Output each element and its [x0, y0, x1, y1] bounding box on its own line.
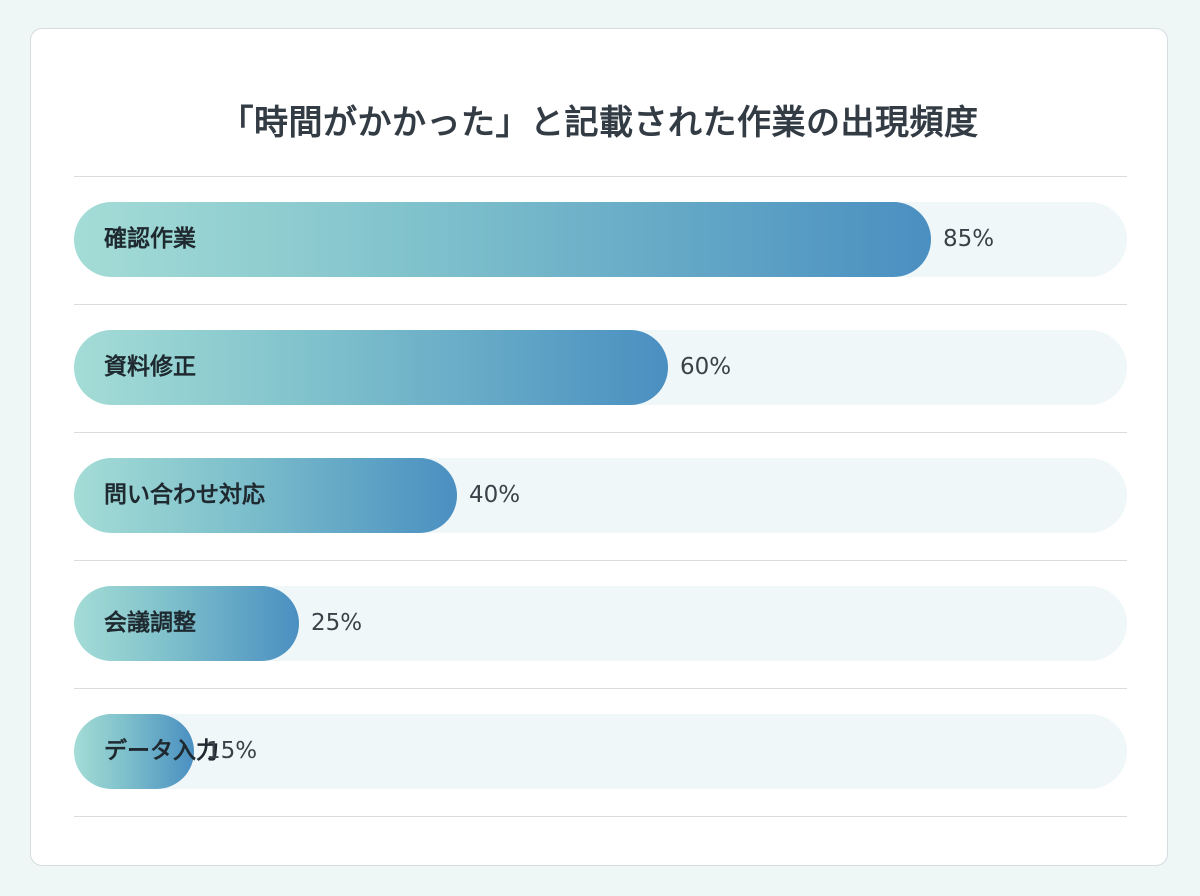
bar: [74, 714, 194, 789]
category-label: 資料修正: [104, 354, 196, 380]
bar: [74, 330, 668, 405]
chart-card: 「時間がかかった」と記載された作業の出現頻度 確認作業 85% 資料修正 60% 問い合…: [30, 28, 1168, 866]
row-divider: [74, 688, 1127, 689]
row-divider: [74, 304, 1127, 305]
data-label: 40%: [469, 482, 521, 508]
bar-row: 資料修正 60%: [74, 305, 1127, 432]
bar-track: [74, 714, 1127, 789]
row-divider: [74, 816, 1127, 817]
category-label: 問い合わせ対応: [104, 482, 265, 508]
bar-row: 会議調整 25%: [74, 561, 1127, 688]
category-label: 会議調整: [104, 610, 196, 636]
row-divider: [74, 560, 1127, 561]
bar: [74, 586, 299, 661]
bar-row: 問い合わせ対応 40%: [74, 433, 1127, 560]
bar: [74, 202, 931, 277]
row-divider: [74, 176, 1127, 177]
data-label: 60%: [680, 354, 732, 380]
category-label: 確認作業: [104, 226, 196, 252]
data-label: 85%: [943, 226, 995, 252]
chart-title: 「時間がかかった」と記載された作業の出現頻度: [219, 103, 979, 143]
bar-row: 確認作業 85%: [74, 177, 1127, 304]
data-label: 15%: [206, 738, 258, 764]
row-divider: [74, 432, 1127, 433]
data-label: 25%: [311, 610, 363, 636]
bar: [74, 458, 457, 533]
bar-rows: 確認作業 85% 資料修正 60% 問い合わせ対応 40% 会議調整 25% データ入力 15%: [74, 176, 1127, 817]
category-label: データ入力: [104, 738, 219, 764]
bar-row: データ入力 15%: [74, 689, 1127, 816]
